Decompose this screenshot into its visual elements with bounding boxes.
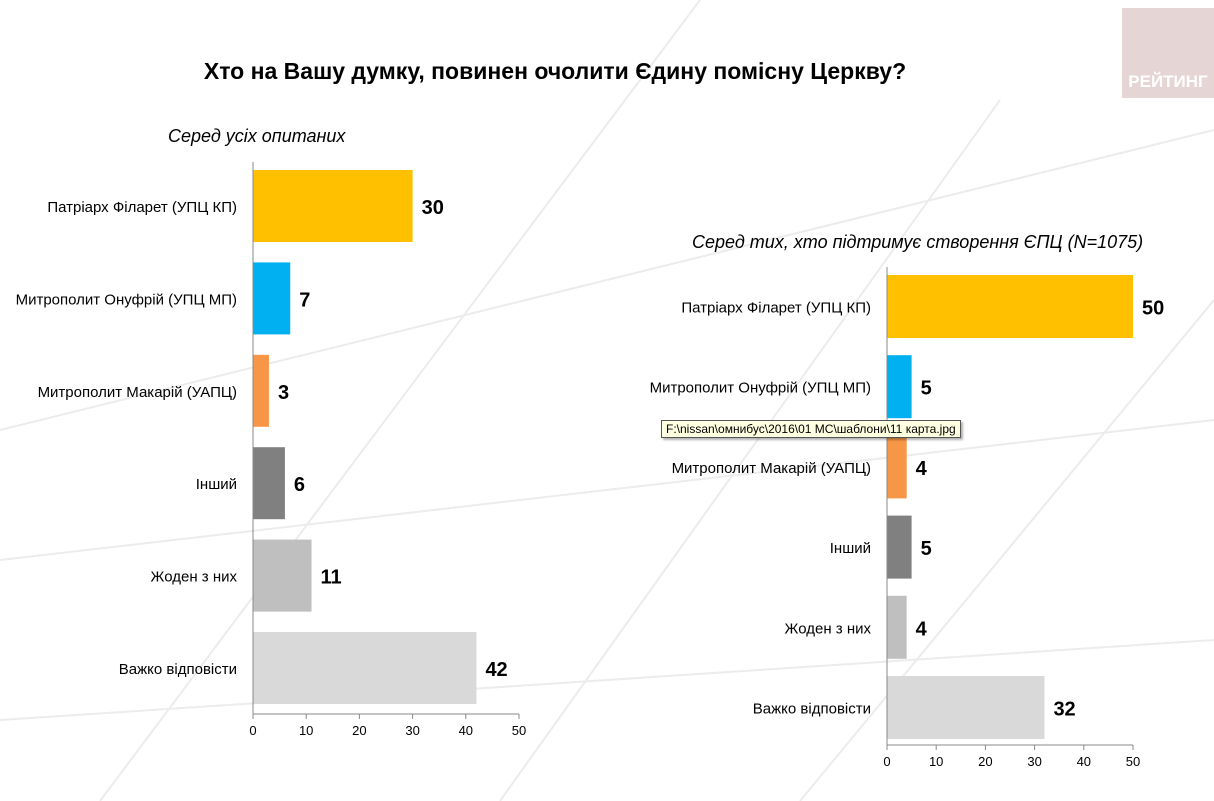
rating-logo: РЕЙТИНГ	[1122, 8, 1214, 98]
bar	[253, 170, 413, 242]
data-label: 30	[422, 197, 444, 219]
x-tick-label: 10	[929, 754, 943, 769]
category-label: Митрополит Макарій (УАПЦ)	[38, 384, 237, 401]
bar	[253, 632, 477, 704]
x-tick-label: 0	[249, 723, 256, 738]
data-label: 6	[294, 474, 305, 496]
bar	[253, 262, 291, 335]
category-label: Інший	[196, 476, 237, 493]
category-label: Інший	[830, 540, 871, 557]
data-label: 11	[321, 567, 342, 589]
data-label: 4	[916, 618, 928, 640]
category-label: Важко відповісти	[753, 701, 871, 718]
bar	[887, 595, 907, 659]
data-label: 32	[1053, 699, 1075, 721]
bar	[253, 354, 269, 427]
data-label: 7	[299, 289, 310, 311]
data-label: 50	[1142, 298, 1164, 320]
logo-text: РЕЙТИНГ	[1128, 72, 1208, 91]
data-label: 42	[485, 659, 507, 681]
file-path-tooltip: F:\nissan\омнибус\2016\01 МС\шаблони\11 …	[661, 420, 961, 438]
category-label: Жоден з них	[151, 569, 238, 586]
category-label: Митрополит Онуфрій (УПЦ МП)	[16, 291, 237, 308]
x-tick-label: 20	[352, 723, 366, 738]
chart-1-subtitle: Серед усіх опитаних	[168, 126, 346, 146]
bar	[887, 355, 912, 419]
x-tick-label: 10	[299, 723, 313, 738]
data-label: 5	[921, 538, 932, 560]
x-tick-label: 50	[512, 723, 526, 738]
x-tick-label: 20	[978, 754, 992, 769]
category-label: Митрополит Макарій (УАПЦ)	[672, 460, 871, 477]
category-label: Важко відповісти	[119, 661, 237, 678]
data-label: 3	[278, 382, 289, 404]
data-label: 5	[921, 378, 932, 400]
category-label: Патріарх Філарет (УПЦ КП)	[681, 300, 871, 317]
bar	[887, 435, 907, 499]
category-label: Митрополит Онуфрій (УПЦ МП)	[650, 380, 871, 397]
bar	[253, 539, 312, 612]
x-tick-label: 30	[405, 723, 419, 738]
category-label: Патріарх Філарет (УПЦ КП)	[47, 199, 237, 216]
x-tick-label: 40	[459, 723, 473, 738]
bar	[887, 275, 1133, 338]
page-title: Хто на Вашу думку, повинен очолити Єдину…	[203, 58, 907, 84]
chart-2-subtitle: Серед тих, хто підтримує створення ЄПЦ (…	[692, 232, 1144, 252]
bar	[887, 515, 912, 579]
category-label: Жоден з них	[785, 620, 872, 637]
x-tick-label: 30	[1027, 754, 1041, 769]
x-tick-label: 40	[1077, 754, 1091, 769]
data-label: 4	[916, 458, 928, 480]
bar	[887, 676, 1045, 739]
bar	[253, 447, 285, 520]
x-tick-label: 50	[1126, 754, 1140, 769]
x-tick-label: 0	[883, 754, 890, 769]
